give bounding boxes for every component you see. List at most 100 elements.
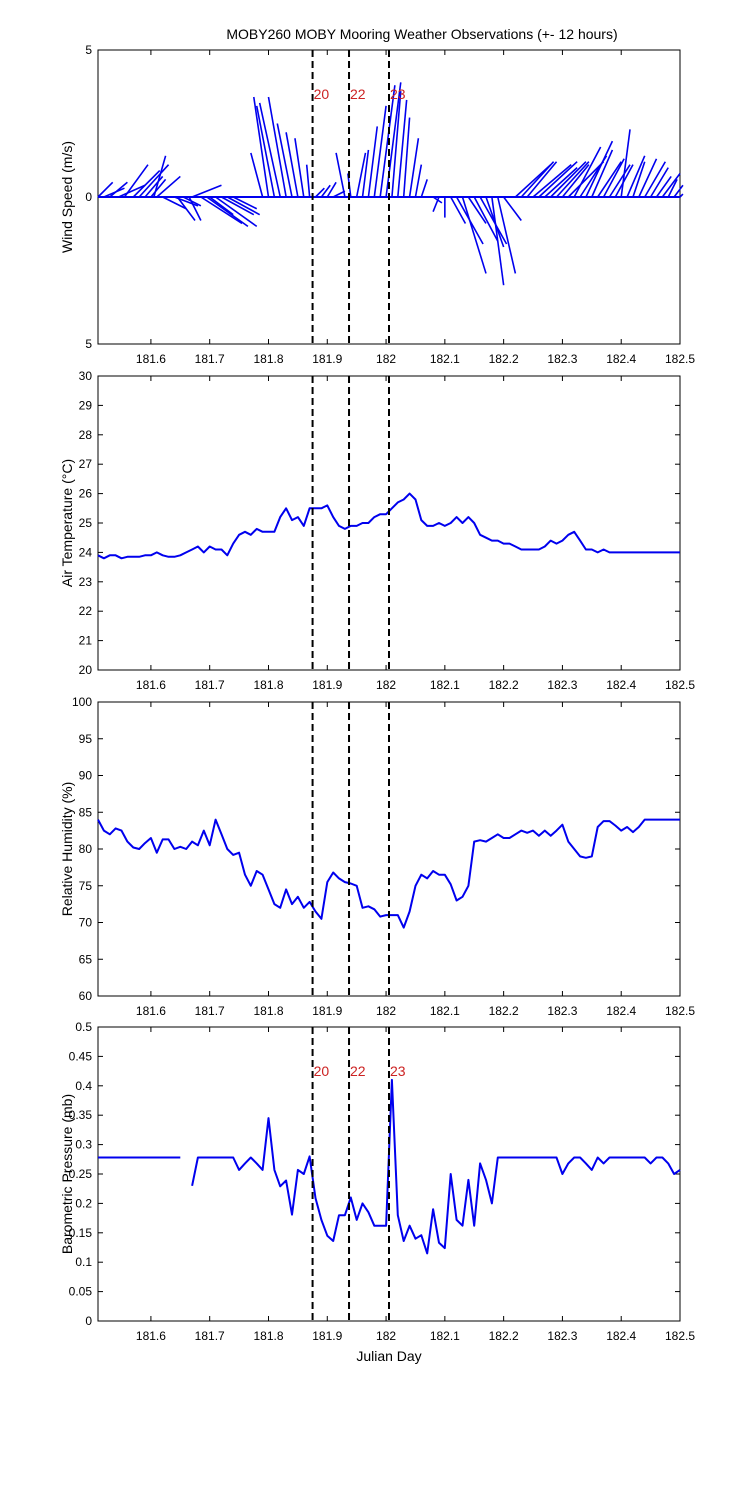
wind-vector [267,96,287,198]
y-tick-label: 21 [79,634,93,648]
y-tick-label: 0 [85,1314,92,1328]
y-tick-label: 29 [79,398,93,412]
wind-vector [373,105,387,198]
series-line [98,1078,681,1255]
wind-vector [176,196,196,222]
x-tick-label: 182.1 [430,352,460,366]
wind-vector [276,123,293,198]
wind-vector [555,161,590,198]
wind-vector [379,85,396,198]
y-tick-label: 100 [72,695,92,709]
x-tick-label: 182.2 [489,1004,519,1018]
wind-vector [526,161,558,198]
x-tick-label: 181.6 [136,1329,166,1343]
wind-vector [632,161,646,198]
wind-vector [473,196,499,242]
x-tick-label: 181.7 [195,1329,225,1343]
x-tick-label: 182.5 [665,1004,695,1018]
wind-vector [491,196,505,286]
wind-vector [567,161,605,198]
x-tick-label: 182.1 [430,1004,460,1018]
wind-vector [138,164,170,198]
y-tick-label: 30 [79,369,93,383]
wind-vector [206,196,249,228]
y-tick-label: 80 [79,842,93,856]
y-tick-label: 25 [79,516,93,530]
x-tick-label: 182.4 [606,1329,636,1343]
x-tick-label: 181.9 [312,678,342,692]
x-tick-label: 182.2 [489,678,519,692]
y-tick-label: 5 [85,43,92,57]
x-tick-label: 182 [376,678,396,692]
y-tick-label: 0.1 [75,1255,92,1269]
wind-vector [335,152,346,198]
y-tick-label: 20 [79,663,93,677]
wind-vector [544,167,578,198]
y-axis-label: Relative Humidity (%) [59,782,75,917]
wind-vector [144,175,164,198]
x-tick-label: 181.6 [136,678,166,692]
wind-vector [215,196,258,228]
wind-vector [162,196,187,210]
wind-vector [252,96,270,198]
x-tick-label: 181.9 [312,352,342,366]
y-axis-label: Air Temperature (°C) [59,459,75,587]
y-tick-label: 0.45 [69,1049,93,1063]
wind-vector [461,196,487,274]
x-tick-label: 182.5 [665,1329,695,1343]
wind-vector [467,196,487,224]
wind-vector [285,132,299,198]
wind-vector [520,161,555,198]
x-tick-label: 181.8 [253,1004,283,1018]
wind-vector [320,184,331,198]
wind-vector [408,138,420,198]
x-tick-label: 182.2 [489,1329,519,1343]
wind-vector [597,161,622,198]
wind-vector [608,164,631,198]
y-axis-label: Barometric Pressure (mb) [59,1094,75,1254]
event-marker-label: 23 [390,86,406,102]
x-tick-label: 182.3 [547,1329,577,1343]
x-tick-label: 182.5 [665,352,695,366]
wind-vector [191,184,222,198]
wind-vector [255,105,276,198]
event-marker-label: 22 [350,86,366,102]
wind-vector [614,164,634,198]
y-tick-label: 0.4 [75,1079,92,1093]
event-marker-label: 23 [390,1063,406,1079]
y-axis-label: Wind Speed (m/s) [59,141,75,253]
wind-vector [532,164,572,198]
wind-vector [655,175,672,198]
y-tick-label: 85 [79,805,93,819]
y-tick-label: 26 [79,487,93,501]
y-tick-label: 0 [85,190,92,204]
wind-vector [414,164,423,198]
x-tick-label: 182.2 [489,352,519,366]
y-tick-label: 27 [79,457,93,471]
wind-vector [661,172,681,198]
y-tick-label: 75 [79,879,93,893]
x-tick-label: 182 [376,352,396,366]
wind-vector [258,102,282,198]
wind-vector [620,129,631,198]
y-tick-label: 0.25 [69,1167,93,1181]
wind-vector [132,169,161,198]
y-tick-label: 0.3 [75,1138,92,1152]
wind-vector [667,179,678,198]
wind-vector [573,146,602,198]
y-tick-label: 22 [79,604,93,618]
x-tick-label: 182.4 [606,1004,636,1018]
x-axis-label: Julian Day [356,1348,421,1364]
x-tick-label: 182.3 [547,1004,577,1018]
wind-vector [538,161,578,198]
wind-vector [679,193,684,198]
wind-vector [221,196,255,216]
x-tick-label: 181.7 [195,352,225,366]
wind-vector [188,196,202,221]
y-tick-label: 0.15 [69,1226,93,1240]
wind-vector [200,196,243,225]
wind-vector [232,196,258,210]
x-tick-label: 182 [376,1329,396,1343]
wind-vector [591,149,614,198]
y-tick-label: 60 [79,989,93,1003]
